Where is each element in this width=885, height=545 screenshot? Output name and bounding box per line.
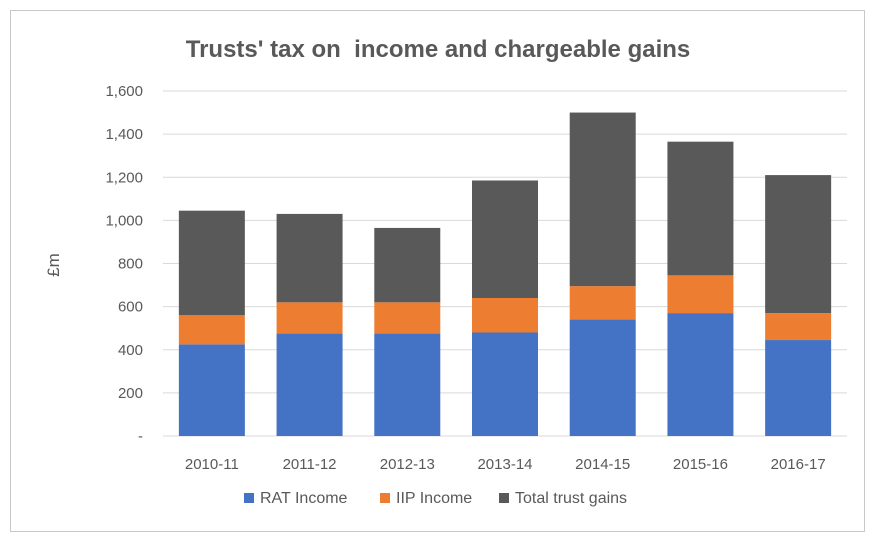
y-axis-title: £m xyxy=(44,253,63,277)
bar-segment xyxy=(178,210,245,316)
y-tick-label: 1,400 xyxy=(105,126,143,143)
legend-swatch xyxy=(380,493,390,503)
bar-segment xyxy=(569,112,636,287)
y-tick-label: 1,600 xyxy=(105,83,143,100)
bar-segment xyxy=(569,286,636,320)
bar-segment xyxy=(374,333,441,436)
y-tick-label: - xyxy=(138,428,143,445)
bar-segment xyxy=(276,302,343,334)
bar-segment xyxy=(765,313,832,341)
bar-segment xyxy=(765,175,832,314)
x-tick-label: 2015-16 xyxy=(673,456,728,473)
x-tick-label: 2011-12 xyxy=(283,456,337,473)
bar-segment xyxy=(472,298,538,333)
bar-segment xyxy=(667,275,734,314)
y-tick-label: 1,200 xyxy=(105,169,143,186)
bar-segment xyxy=(374,227,441,303)
legend-label: IIP Income xyxy=(396,490,472,507)
legend-swatch xyxy=(244,493,254,503)
legend: RAT Income IIP Income Total trust gains xyxy=(244,490,627,507)
bar-segment xyxy=(178,315,245,345)
x-tick-label: 2010-11 xyxy=(185,456,239,473)
x-axis-tick-labels: 2010-11 2011-12 2012-13 2013-14 2014-15 2015-… xyxy=(185,456,826,473)
bar-segment xyxy=(667,141,734,276)
chart-frame: Trusts' tax on income and chargeable gai… xyxy=(10,10,865,532)
x-tick-label: 2012-13 xyxy=(380,456,435,473)
x-tick-label: 2013-14 xyxy=(477,456,532,473)
bar-segment xyxy=(667,313,734,436)
y-axis-tick-labels: - 200 400 600 800 1,000 1,200 1,400 1,600 xyxy=(105,83,143,445)
x-tick-label: 2014-15 xyxy=(575,456,630,473)
legend-swatch xyxy=(499,493,509,503)
chart-title: Trusts' tax on income and chargeable gai… xyxy=(186,36,691,63)
bar-segment xyxy=(178,344,245,436)
bar-segment xyxy=(569,319,636,436)
x-tick-label: 2016-17 xyxy=(771,456,826,473)
bar-segment xyxy=(276,213,343,303)
bar-segment xyxy=(472,332,538,436)
legend-label: RAT Income xyxy=(260,490,348,507)
bar-segment xyxy=(472,180,538,298)
bar-segment xyxy=(374,302,441,334)
y-tick-label: 400 xyxy=(118,342,143,359)
bar-stacks xyxy=(178,112,832,436)
y-tick-label: 600 xyxy=(118,299,143,316)
bar-segment xyxy=(276,333,343,436)
legend-label: Total trust gains xyxy=(515,490,627,507)
bar-segment xyxy=(765,340,832,436)
y-tick-label: 1,000 xyxy=(105,212,143,229)
y-tick-label: 800 xyxy=(118,256,143,273)
chart-canvas: Trusts' tax on income and chargeable gai… xyxy=(44,36,847,507)
y-tick-label: 200 xyxy=(118,385,143,402)
